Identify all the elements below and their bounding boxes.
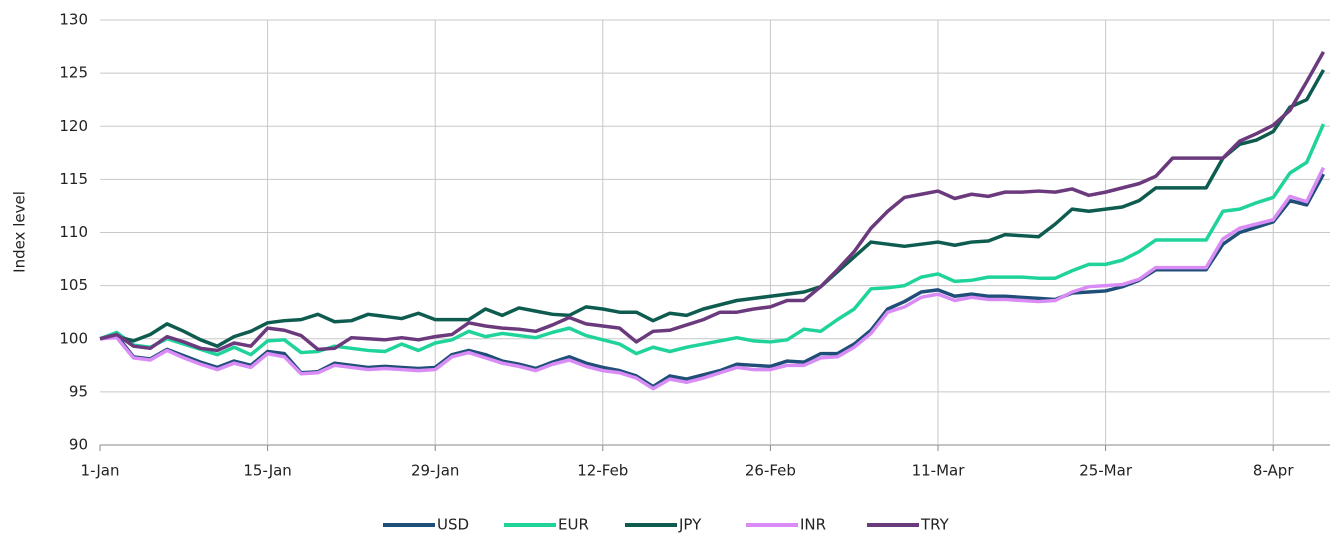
x-tick-label: 12-Feb xyxy=(577,462,628,480)
legend-label: JPY xyxy=(678,516,702,534)
series-line xyxy=(99,69,1326,348)
y-tick-label: 120 xyxy=(59,117,88,135)
x-tick-label: 15-Jan xyxy=(243,462,291,480)
y-tick-label: 100 xyxy=(59,329,88,347)
y-tick-label: 95 xyxy=(69,382,88,400)
x-tick-label: 25-Mar xyxy=(1079,462,1133,480)
series-line xyxy=(99,123,1326,357)
y-tick-label: 130 xyxy=(59,11,88,29)
x-tick-label: 8-Apr xyxy=(1253,462,1294,480)
y-tick-label: 110 xyxy=(59,223,88,241)
y-tick-label: 115 xyxy=(59,170,88,188)
y-tick-label: 125 xyxy=(59,64,88,82)
legend-label: USD xyxy=(437,516,469,534)
series-line xyxy=(99,166,1326,391)
legend-label: TRY xyxy=(920,516,950,534)
x-tick-label: 1-Jan xyxy=(81,462,120,480)
y-tick-label: 105 xyxy=(59,276,88,294)
x-tick-label: 26-Feb xyxy=(745,462,796,480)
series-line xyxy=(99,51,1326,353)
y-tick-label: 90 xyxy=(69,436,88,454)
x-tick-label: 11-Mar xyxy=(912,462,966,480)
y-axis-label: Index level xyxy=(11,191,29,273)
legend-label: INR xyxy=(800,516,826,534)
legend-label: EUR xyxy=(558,516,589,534)
x-tick-label: 29-Jan xyxy=(411,462,459,480)
